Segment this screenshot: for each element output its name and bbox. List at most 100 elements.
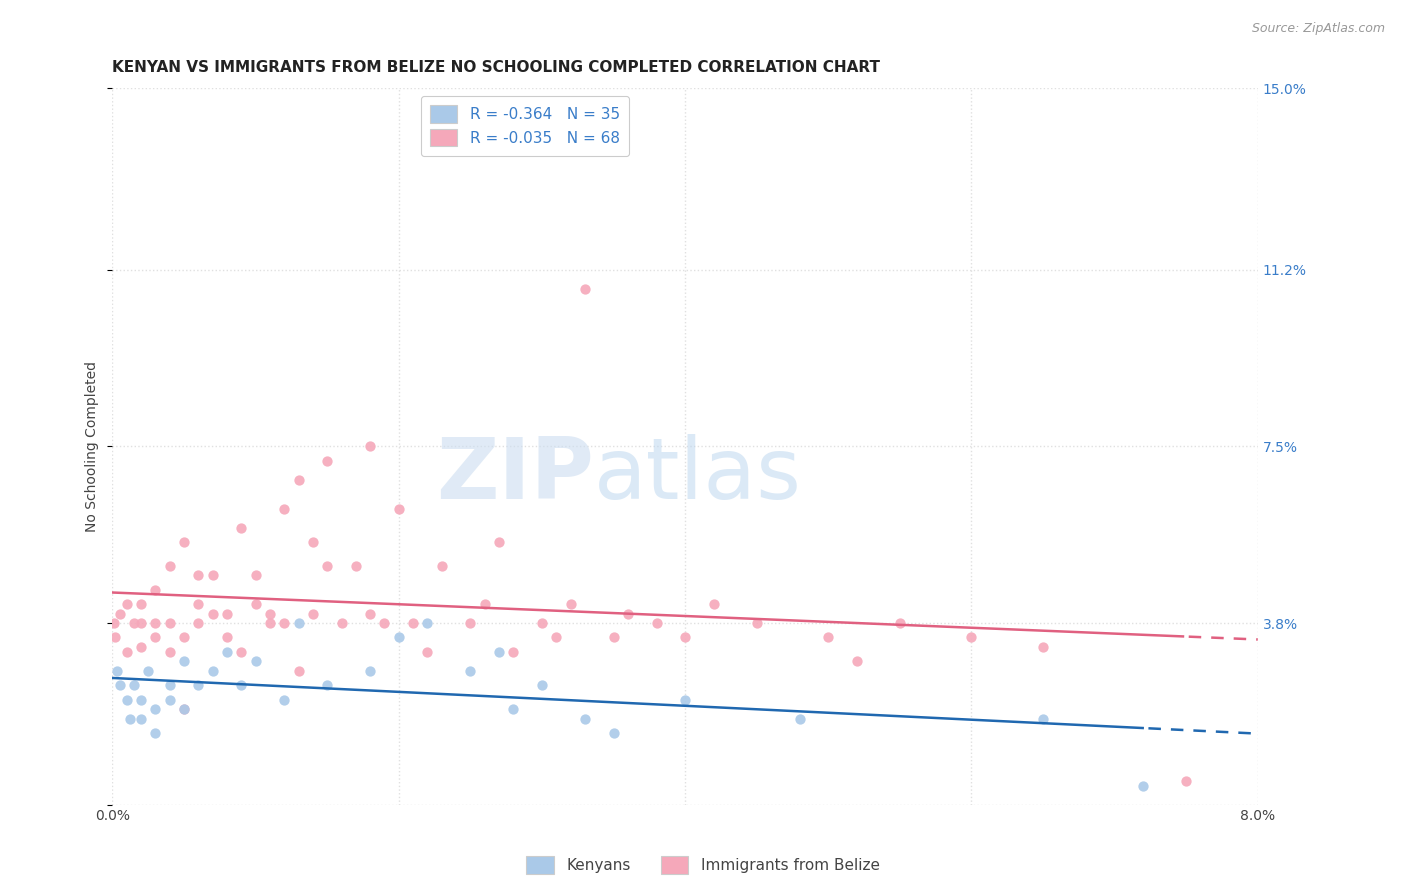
Point — [115, 645, 138, 659]
Point — [145, 616, 167, 631]
Point — [231, 645, 253, 659]
Point — [388, 631, 411, 645]
Point — [273, 692, 295, 706]
Point — [173, 535, 195, 549]
Point — [122, 616, 145, 631]
Point — [673, 631, 696, 645]
Point — [215, 607, 238, 621]
Point — [645, 616, 668, 631]
Point — [302, 535, 325, 549]
Point — [560, 597, 582, 611]
Point — [889, 616, 911, 631]
Point — [108, 607, 131, 621]
Point — [574, 712, 596, 726]
Point — [602, 631, 624, 645]
Point — [118, 712, 141, 726]
Point — [460, 664, 482, 678]
Text: Source: ZipAtlas.com: Source: ZipAtlas.com — [1251, 22, 1385, 36]
Point — [287, 664, 309, 678]
Point — [245, 597, 267, 611]
Point — [129, 616, 152, 631]
Point — [129, 712, 152, 726]
Point — [273, 616, 295, 631]
Point — [530, 678, 553, 692]
Point — [245, 654, 267, 668]
Point — [201, 664, 224, 678]
Point — [1032, 712, 1054, 726]
Point — [129, 597, 152, 611]
Point — [115, 597, 138, 611]
Point — [287, 616, 309, 631]
Point — [187, 568, 209, 582]
Point — [105, 664, 128, 678]
Point — [359, 664, 381, 678]
Point — [745, 616, 768, 631]
Point — [273, 501, 295, 516]
Point — [602, 726, 624, 740]
Point — [159, 616, 181, 631]
Point — [245, 568, 267, 582]
Point — [488, 645, 510, 659]
Point — [530, 616, 553, 631]
Point — [1032, 640, 1054, 654]
Point — [316, 678, 339, 692]
Point — [145, 702, 167, 716]
Point — [159, 645, 181, 659]
Point — [617, 607, 640, 621]
Point — [103, 616, 125, 631]
Point — [159, 678, 181, 692]
Point — [460, 616, 482, 631]
Point — [1175, 773, 1198, 788]
Point — [546, 631, 568, 645]
Point — [359, 607, 381, 621]
Text: ZIP: ZIP — [436, 434, 593, 516]
Point — [215, 645, 238, 659]
Point — [215, 631, 238, 645]
Point — [789, 712, 811, 726]
Point — [502, 702, 524, 716]
Point — [136, 664, 159, 678]
Point — [129, 640, 152, 654]
Point — [330, 616, 353, 631]
Point — [145, 631, 167, 645]
Point — [187, 678, 209, 692]
Point — [259, 607, 281, 621]
Point — [574, 282, 596, 296]
Point — [359, 439, 381, 453]
Text: KENYAN VS IMMIGRANTS FROM BELIZE NO SCHOOLING COMPLETED CORRELATION CHART: KENYAN VS IMMIGRANTS FROM BELIZE NO SCHO… — [112, 60, 880, 75]
Point — [104, 631, 127, 645]
Point — [259, 616, 281, 631]
Point — [373, 616, 395, 631]
Point — [201, 568, 224, 582]
Y-axis label: No Schooling Completed: No Schooling Completed — [86, 361, 100, 532]
Point — [145, 726, 167, 740]
Point — [173, 702, 195, 716]
Point — [416, 616, 439, 631]
Point — [474, 597, 496, 611]
Point — [402, 616, 425, 631]
Point — [388, 501, 411, 516]
Point — [316, 558, 339, 573]
Point — [173, 631, 195, 645]
Point — [287, 473, 309, 487]
Point — [187, 616, 209, 631]
Point — [416, 645, 439, 659]
Point — [817, 631, 839, 645]
Point — [201, 607, 224, 621]
Point — [231, 521, 253, 535]
Point — [173, 702, 195, 716]
Point — [302, 607, 325, 621]
Point — [159, 692, 181, 706]
Legend: Kenyans, Immigrants from Belize: Kenyans, Immigrants from Belize — [520, 850, 886, 880]
Point — [145, 582, 167, 597]
Point — [344, 558, 367, 573]
Point — [673, 692, 696, 706]
Point — [122, 678, 145, 692]
Point — [231, 678, 253, 692]
Point — [488, 535, 510, 549]
Point — [502, 645, 524, 659]
Point — [1132, 779, 1154, 793]
Text: atlas: atlas — [593, 434, 801, 516]
Point — [187, 597, 209, 611]
Point — [115, 692, 138, 706]
